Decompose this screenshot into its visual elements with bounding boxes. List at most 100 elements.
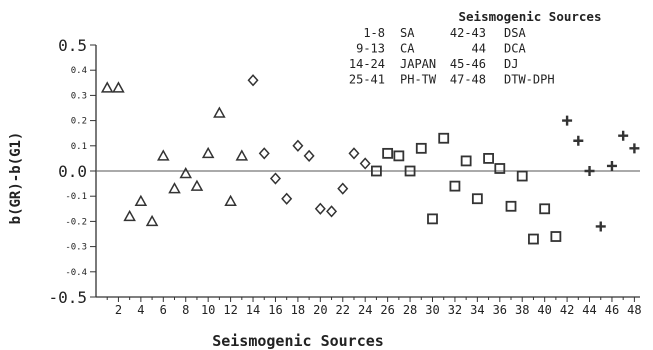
diamond-point <box>258 147 270 160</box>
y-tick-label: -0.5 <box>48 288 87 307</box>
x-tick-label: 16 <box>268 303 282 317</box>
x-ticks: 2 4 6 8 10 12 14 16 18 20 22 24 26 28 30 32 34 36 38 40 42 44… <box>106 297 642 317</box>
y-tick-label: 0.0 <box>58 162 87 181</box>
x-tick-label: 44 <box>582 303 596 317</box>
x-tick-label: 26 <box>380 303 394 317</box>
x-tick-label: 28 <box>403 303 417 317</box>
y-axis-title: b(GR)-b(G1) <box>8 132 24 225</box>
square-point <box>393 150 405 162</box>
plus-point <box>629 143 640 154</box>
legend-source-name: DTW-DPH <box>504 73 555 87</box>
x-tick-label: 14 <box>246 303 260 317</box>
x-tick-label: 2 <box>115 303 122 317</box>
triangle-point <box>157 149 170 161</box>
triangle-point <box>168 182 181 194</box>
x-tick-label: 40 <box>537 303 551 317</box>
legend-title: Seismogenic Sources <box>459 9 602 24</box>
y-ticks: 0.5 0.4 0.3 0.2 0.1 0.0 -0.1 -0.2 -0.3 -0.4 -0.5 <box>48 36 96 307</box>
diamond-point <box>281 192 293 205</box>
square-point <box>471 193 483 205</box>
y-tick-label: 0.2 <box>71 117 87 127</box>
y-tick-label: -0.3 <box>65 243 87 253</box>
square-point <box>371 165 382 177</box>
square-point <box>415 142 427 154</box>
y-tick-label: -0.1 <box>65 192 87 202</box>
square-point <box>483 152 494 164</box>
x-tick-label: 22 <box>336 303 350 317</box>
triangle-point <box>201 146 215 159</box>
square-point <box>505 200 517 212</box>
triangle-point <box>224 194 237 206</box>
diamond-point <box>247 74 259 87</box>
square-point <box>449 180 461 192</box>
triangle-point <box>145 214 159 227</box>
plus-point <box>595 221 606 232</box>
plus-point <box>618 130 629 141</box>
x-tick-label: 30 <box>425 303 439 317</box>
y-tick-label: 0.3 <box>71 91 87 101</box>
x-tick-label: 18 <box>291 303 305 317</box>
square-point <box>550 231 562 242</box>
triangle-point <box>190 179 204 191</box>
diamond-point <box>303 149 315 163</box>
plus-point <box>606 160 617 171</box>
legend-source-name: SA <box>400 26 415 40</box>
diamond-point <box>314 202 326 215</box>
x-tick-label: 42 <box>560 303 574 317</box>
legend: Seismogenic Sources 1-8 SA 42-43 DSA 9-13 CA 4… <box>349 9 602 87</box>
diamond-point <box>359 157 371 170</box>
legend-range: 14-24 <box>349 57 385 71</box>
legend-range: 1-8 <box>363 26 385 40</box>
y-tick-label: 0.1 <box>71 142 87 152</box>
legend-range: 44 <box>472 42 486 56</box>
legend-source-name: DSA <box>504 26 526 40</box>
plus-point <box>562 115 573 126</box>
diamond-point <box>326 205 338 218</box>
x-tick-label: 38 <box>515 303 529 317</box>
square-point <box>528 233 539 245</box>
x-tick-label: 48 <box>627 303 641 317</box>
x-tick-label: 20 <box>313 303 327 317</box>
x-tick-label: 46 <box>605 303 619 317</box>
x-tick-label: 24 <box>358 303 372 317</box>
legend-source-name: CA <box>400 42 415 56</box>
triangle-point <box>100 81 114 93</box>
square-point <box>494 163 506 174</box>
legend-range: 25-41 <box>349 73 385 87</box>
legend-range: 9-13 <box>356 42 385 56</box>
triangle-point <box>134 194 148 206</box>
square-point <box>539 203 551 215</box>
square-point <box>382 147 394 159</box>
square-point <box>438 132 450 144</box>
y-tick-label: -0.4 <box>65 268 87 278</box>
square-point <box>460 155 472 167</box>
triangle-point <box>112 81 125 93</box>
plus-point <box>584 166 595 176</box>
legend-range: 42-43 <box>450 26 486 40</box>
y-tick-label: -0.2 <box>65 217 87 227</box>
legend-range: 45-46 <box>450 57 486 71</box>
legend-source-name: DCA <box>504 42 526 56</box>
legend-source-name: DJ <box>504 57 518 71</box>
legend-source-name: JAPAN <box>400 57 436 71</box>
x-tick-label: 36 <box>493 303 507 317</box>
x-tick-label: 10 <box>201 303 215 317</box>
square-point <box>404 165 416 177</box>
legend-source-name: PH-TW <box>400 73 437 87</box>
y-tick-label: 0.4 <box>71 66 87 76</box>
data-points <box>100 74 640 245</box>
x-tick-label: 34 <box>470 303 484 317</box>
x-tick-label: 4 <box>137 303 144 317</box>
x-axis-title: Seismogenic Sources <box>212 332 384 350</box>
square-point <box>516 170 528 182</box>
x-tick-label: 8 <box>182 303 189 317</box>
triangle-point <box>123 209 136 222</box>
x-tick-label: 12 <box>223 303 237 317</box>
triangle-point <box>179 166 193 179</box>
x-tick-label: 32 <box>448 303 462 317</box>
square-point <box>427 213 438 225</box>
plus-point <box>573 135 584 146</box>
y-tick-label: 0.5 <box>58 36 87 55</box>
x-tick-label: 6 <box>160 303 167 317</box>
